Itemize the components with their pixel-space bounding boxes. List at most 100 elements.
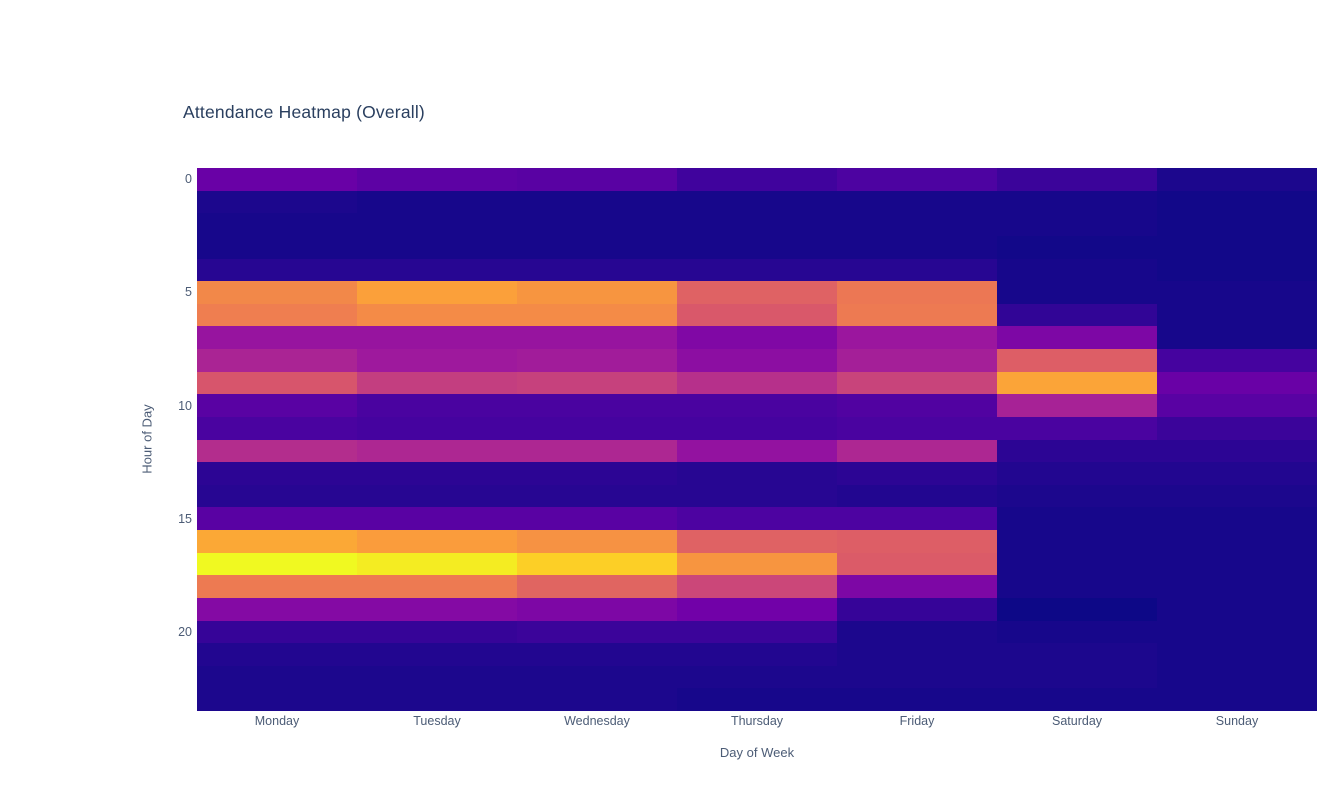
heatmap-cell[interactable] (197, 168, 357, 191)
heatmap-cell[interactable] (197, 552, 357, 576)
heatmap-cell[interactable] (197, 688, 357, 711)
heatmap-cell[interactable] (677, 326, 837, 349)
heatmap-cell[interactable] (677, 462, 837, 485)
heatmap-plot[interactable] (197, 168, 1317, 711)
heatmap-cell[interactable] (837, 235, 997, 259)
heatmap-cell[interactable] (837, 326, 997, 349)
heatmap-cell[interactable] (677, 168, 837, 191)
heatmap-cell[interactable] (357, 213, 517, 236)
heatmap-cell[interactable] (997, 168, 1157, 191)
heatmap-cell[interactable] (517, 326, 677, 349)
heatmap-cell[interactable] (677, 303, 837, 327)
heatmap-cell[interactable] (997, 643, 1157, 666)
heatmap-cell[interactable] (997, 507, 1157, 530)
heatmap-cell[interactable] (517, 552, 677, 576)
heatmap-cell[interactable] (677, 530, 837, 553)
heatmap-cell[interactable] (837, 168, 997, 191)
heatmap-cell[interactable] (677, 643, 837, 666)
heatmap-cell[interactable] (837, 258, 997, 282)
heatmap-cell[interactable] (357, 552, 517, 576)
heatmap-cell[interactable] (197, 213, 357, 236)
heatmap-cell[interactable] (517, 281, 677, 304)
heatmap-cell[interactable] (517, 371, 677, 395)
heatmap-cell[interactable] (197, 303, 357, 327)
heatmap-cell[interactable] (357, 258, 517, 282)
heatmap-cell[interactable] (197, 258, 357, 282)
heatmap-cell[interactable] (1157, 620, 1317, 644)
heatmap-cell[interactable] (997, 371, 1157, 395)
heatmap-cell[interactable] (677, 552, 837, 576)
heatmap-cell[interactable] (1157, 643, 1317, 666)
heatmap-cell[interactable] (357, 235, 517, 259)
heatmap-cell[interactable] (197, 416, 357, 440)
heatmap-cell[interactable] (1157, 213, 1317, 236)
heatmap-cell[interactable] (357, 484, 517, 508)
heatmap-cell[interactable] (517, 190, 677, 214)
heatmap-cell[interactable] (1157, 552, 1317, 576)
heatmap-cell[interactable] (837, 507, 997, 530)
heatmap-cell[interactable] (197, 439, 357, 463)
heatmap-cell[interactable] (1157, 303, 1317, 327)
heatmap-cell[interactable] (1157, 462, 1317, 485)
heatmap-cell[interactable] (357, 190, 517, 214)
heatmap-cell[interactable] (357, 507, 517, 530)
heatmap-cell[interactable] (357, 349, 517, 372)
heatmap-cell[interactable] (677, 213, 837, 236)
heatmap-cell[interactable] (357, 575, 517, 598)
heatmap-cell[interactable] (517, 665, 677, 689)
heatmap-cell[interactable] (837, 643, 997, 666)
heatmap-cell[interactable] (837, 484, 997, 508)
heatmap-cell[interactable] (677, 620, 837, 644)
heatmap-cell[interactable] (197, 371, 357, 395)
heatmap-cell[interactable] (837, 190, 997, 214)
heatmap-cell[interactable] (1157, 349, 1317, 372)
heatmap-cell[interactable] (357, 643, 517, 666)
heatmap-cell[interactable] (517, 213, 677, 236)
heatmap-cell[interactable] (1157, 597, 1317, 621)
heatmap-cell[interactable] (677, 371, 837, 395)
heatmap-cell[interactable] (837, 575, 997, 598)
heatmap-cell[interactable] (1157, 688, 1317, 711)
heatmap-cell[interactable] (997, 688, 1157, 711)
heatmap-cell[interactable] (997, 303, 1157, 327)
heatmap-cell[interactable] (197, 326, 357, 349)
heatmap-cell[interactable] (197, 484, 357, 508)
heatmap-cell[interactable] (1157, 258, 1317, 282)
heatmap-cell[interactable] (517, 349, 677, 372)
heatmap-cell[interactable] (1157, 168, 1317, 191)
heatmap-cell[interactable] (1157, 394, 1317, 417)
heatmap-cell[interactable] (357, 326, 517, 349)
heatmap-cell[interactable] (357, 462, 517, 485)
heatmap-cell[interactable] (517, 235, 677, 259)
heatmap-cell[interactable] (357, 688, 517, 711)
heatmap-cell[interactable] (837, 688, 997, 711)
heatmap-cell[interactable] (997, 213, 1157, 236)
heatmap-cell[interactable] (837, 213, 997, 236)
heatmap-cell[interactable] (357, 439, 517, 463)
heatmap-cell[interactable] (197, 462, 357, 485)
heatmap-cell[interactable] (677, 597, 837, 621)
heatmap-cell[interactable] (357, 281, 517, 304)
heatmap-cell[interactable] (1157, 371, 1317, 395)
heatmap-cell[interactable] (197, 575, 357, 598)
heatmap-cell[interactable] (837, 665, 997, 689)
heatmap-cell[interactable] (1157, 484, 1317, 508)
heatmap-cell[interactable] (677, 235, 837, 259)
heatmap-cell[interactable] (517, 416, 677, 440)
heatmap-cell[interactable] (997, 349, 1157, 372)
heatmap-cell[interactable] (1157, 190, 1317, 214)
heatmap-cell[interactable] (997, 326, 1157, 349)
heatmap-cell[interactable] (1157, 665, 1317, 689)
heatmap-cell[interactable] (357, 303, 517, 327)
heatmap-cell[interactable] (517, 575, 677, 598)
heatmap-cell[interactable] (197, 620, 357, 644)
heatmap-cell[interactable] (357, 665, 517, 689)
heatmap-cell[interactable] (837, 416, 997, 440)
heatmap-cell[interactable] (1157, 235, 1317, 259)
heatmap-cell[interactable] (197, 597, 357, 621)
heatmap-cell[interactable] (997, 394, 1157, 417)
heatmap-cell[interactable] (677, 190, 837, 214)
heatmap-cell[interactable] (517, 507, 677, 530)
heatmap-cell[interactable] (677, 507, 837, 530)
heatmap-cell[interactable] (1157, 326, 1317, 349)
